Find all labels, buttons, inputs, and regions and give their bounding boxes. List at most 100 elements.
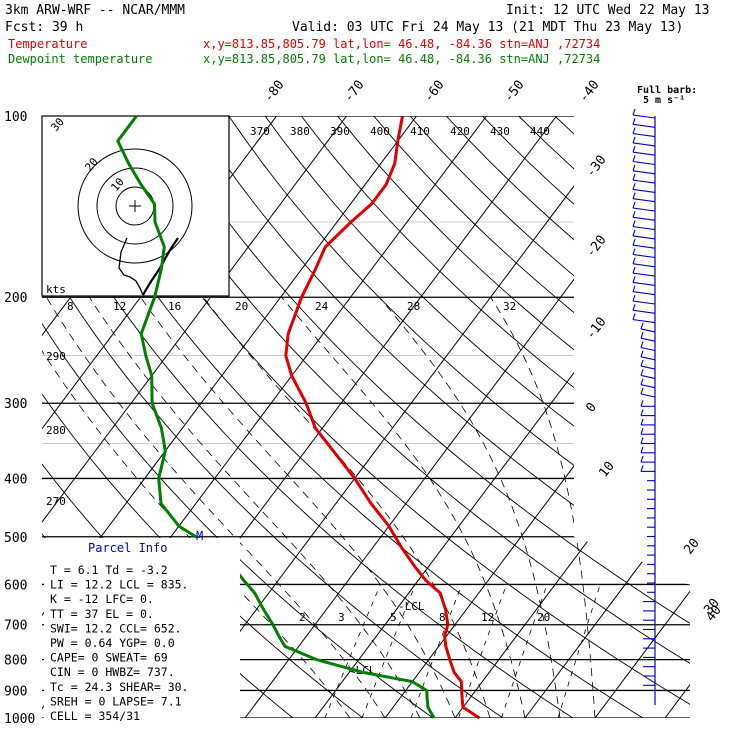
wind-barb-flag [633, 258, 635, 264]
mixing-ratio-line [325, 584, 381, 718]
theta-label: 440 [530, 125, 550, 138]
temperature-legend: Temperature [8, 37, 87, 51]
wind-barb [633, 255, 655, 258]
wind-barb-flag [641, 332, 643, 338]
wind-barb-flag [641, 360, 643, 366]
wind-barb-flag [641, 438, 643, 444]
temperature-location: x,y=813.85,805.79 lat,lon= 46.48, -84.36… [203, 37, 600, 51]
isotherm [735, 116, 740, 718]
wind-barb-flag [641, 323, 643, 329]
wind-barb-flag [633, 137, 635, 143]
wind-barb [633, 301, 655, 304]
model-title: 3km ARW-WRF -- NCAR/MMM [5, 3, 185, 18]
hodograph-speed-label: 16 [168, 300, 181, 313]
mixing-ratio-label: 2 [299, 611, 306, 624]
wind-barb-flag [641, 465, 643, 471]
wind-barbs [633, 109, 655, 705]
wind-barb-flag [633, 276, 635, 282]
lcl-label: -LCL [398, 600, 425, 613]
mixing-ratio-label: 5 [390, 611, 397, 624]
wind-barb-flag [633, 295, 635, 301]
wind-barb [633, 115, 655, 118]
parcel-row: LI = 12.2 LCL = 835. [50, 578, 188, 592]
valid-time: Valid: 03 UTC Fri 24 May 13 (21 MDT Thu … [292, 20, 683, 35]
parcel-row: Tc = 24.3 SHEAR= 30. [50, 680, 188, 694]
temperature-tick-label: -10 [583, 315, 609, 343]
dry-adiabat [374, 116, 740, 718]
mixing-ratio-label: 3 [338, 611, 345, 624]
wind-barb-flag [641, 379, 643, 385]
dewpoint-location: x,y=813.85,805.79 lat,lon= 46.48, -84.36… [203, 52, 600, 66]
wind-barb [633, 292, 655, 295]
temperature-tick-label: -30 [583, 153, 609, 181]
wind-barb-flag [641, 410, 643, 416]
parcel-row: CIN = 0 HWBZ= 737. [50, 665, 175, 679]
parcel-info-box: Parcel Info M T = 6.1 Td = -3.2LI = 12.2… [44, 529, 240, 728]
wind-barb-flag [641, 369, 643, 375]
wind-barb [633, 152, 655, 155]
wind-barb [633, 124, 655, 127]
wind-barb-flag [641, 428, 643, 434]
wind-barb-flag [633, 211, 635, 217]
wind-barb-flag [633, 304, 635, 310]
dry-adiabat [482, 116, 740, 718]
parcel-row: T = 6.1 Td = -3.2 [50, 563, 168, 577]
isotherm [665, 116, 740, 718]
wind-barb [641, 338, 655, 341]
wind-barb-flag [641, 342, 643, 348]
wind-barb [633, 162, 655, 165]
wind-barb-flag [641, 351, 643, 357]
parcel-row: CAPE= 0 SWEAT= 69 [50, 651, 168, 665]
hodograph-speed-label: 24 [315, 300, 329, 313]
isotherm [175, 116, 627, 718]
isotherm [525, 116, 740, 718]
wind-barb-flag [633, 165, 635, 171]
theta-label: 280 [46, 424, 66, 437]
parcel-row: CELL = 354/31 [50, 709, 140, 723]
temperature-tick-label: -50 [501, 78, 527, 106]
wind-barb-flag [633, 239, 635, 245]
hodograph-speed-label: 32 [503, 300, 516, 313]
wind-barb [633, 310, 655, 313]
isotherm [595, 116, 740, 718]
pressure-label: 100 [4, 110, 27, 125]
wind-barb-flag [641, 419, 643, 425]
wind-barb [633, 199, 655, 202]
wind-barb [641, 394, 655, 397]
parcel-row: SREH = 0 LAPSE= 7.1 [50, 694, 182, 708]
mixing-ratio-label: 12 [481, 611, 494, 624]
isotherm [315, 116, 740, 718]
wind-barb [641, 329, 655, 332]
wind-barb [633, 227, 655, 230]
pressure-label: 400 [4, 472, 27, 487]
wind-barb-flag [633, 109, 635, 115]
dewpoint-legend: Dewpoint temperature [8, 52, 153, 66]
dry-adiabat [519, 116, 740, 718]
wind-barb-flag [641, 447, 643, 453]
wind-barb [633, 208, 655, 211]
theta-label: 410 [410, 125, 430, 138]
init-time: Init: 12 UTC Wed 22 May 13 [506, 3, 710, 18]
temperature-tick-label: -70 [341, 78, 367, 106]
wind-barb-flag [633, 156, 635, 162]
wind-barb-flag [633, 174, 635, 180]
pressure-label: 300 [4, 397, 27, 412]
temperature-tick-label: -80 [261, 78, 287, 106]
wind-barb [641, 366, 655, 369]
wind-barb [633, 171, 655, 174]
wind-barb [633, 320, 655, 323]
wind-barb-flag [633, 202, 635, 208]
temperature-tick-label: 20 [681, 536, 702, 558]
moist-adiabat [379, 297, 560, 718]
theta-label: 390 [330, 125, 350, 138]
pressure-label: 200 [4, 291, 27, 306]
wind-barb-flag [633, 267, 635, 273]
dry-adiabat [265, 116, 740, 718]
wind-barb-flag [633, 183, 635, 189]
hodograph-kts-label: kts [46, 283, 66, 296]
wind-barb-flag [641, 400, 643, 406]
isotherm [455, 116, 740, 718]
